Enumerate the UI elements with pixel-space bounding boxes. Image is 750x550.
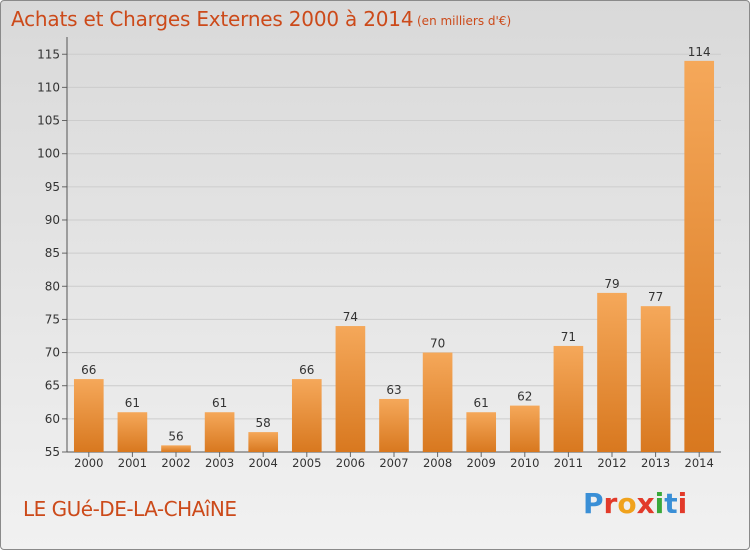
y-tick-label: 90	[45, 213, 60, 227]
proxiti-logo: Proxiti	[583, 487, 687, 520]
x-tick-label: 2004	[249, 456, 278, 470]
y-tick-label: 95	[45, 180, 60, 194]
x-tick-label: 2008	[423, 456, 452, 470]
data-label: 71	[561, 330, 576, 344]
x-tick-label: 2007	[379, 456, 408, 470]
y-tick-label: 80	[45, 279, 60, 293]
data-label: 74	[343, 310, 358, 324]
data-label: 61	[125, 396, 140, 410]
bar	[248, 432, 279, 452]
data-label: 70	[430, 337, 445, 351]
y-tick-label: 105	[37, 114, 60, 128]
y-tick-label: 60	[45, 412, 60, 426]
y-tick-label: 55	[45, 445, 60, 459]
bar	[73, 379, 104, 452]
x-tick-label: 2002	[161, 456, 190, 470]
x-tick-label: 2014	[685, 456, 714, 470]
data-label: 58	[256, 416, 271, 430]
logo-letter: i	[677, 487, 688, 520]
logo-letter: t	[664, 487, 678, 520]
y-tick-label: 75	[45, 312, 60, 326]
bar	[335, 326, 366, 452]
bar	[509, 405, 540, 452]
y-tick-label: 110	[37, 80, 60, 94]
x-tick-label: 2010	[510, 456, 539, 470]
chart-title: Achats et Charges Externes 2000 à 2014	[11, 7, 414, 31]
logo-letter: o	[617, 487, 637, 520]
x-tick-label: 2000	[74, 456, 103, 470]
x-tick-label: 2011	[554, 456, 583, 470]
bar	[553, 345, 584, 452]
data-label: 79	[604, 277, 619, 291]
logo-letter: x	[636, 487, 655, 520]
bar	[684, 60, 715, 453]
data-label: 62	[517, 390, 532, 404]
bar	[597, 292, 627, 452]
plot-area: 55 60 65 70 75 80 85 90 95 100 105 110 115 66 2000 61 20…	[37, 37, 721, 470]
x-tick-label: 2003	[205, 456, 234, 470]
data-label: 77	[648, 290, 663, 304]
bar	[161, 445, 191, 452]
bar	[466, 412, 497, 452]
y-tick-label: 100	[37, 147, 60, 161]
bar	[117, 412, 148, 452]
logo-letter: P	[583, 487, 604, 520]
bar	[204, 412, 235, 452]
bar	[291, 379, 322, 452]
data-label: 66	[81, 363, 96, 377]
y-tick-label: 85	[45, 246, 60, 260]
data-label: 61	[474, 396, 489, 410]
x-tick-label: 2005	[292, 456, 321, 470]
x-tick-label: 2006	[336, 456, 365, 470]
data-label: 66	[299, 363, 314, 377]
y-tick-label: 70	[45, 346, 60, 360]
logo-letter: r	[603, 487, 618, 520]
data-label: 61	[212, 396, 227, 410]
x-tick-label: 2001	[118, 456, 147, 470]
logo-letter: i	[654, 487, 665, 520]
commune-name: LE GUé-DE-LA-CHAîNE	[23, 497, 237, 521]
x-tick-label: 2009	[467, 456, 496, 470]
y-tick-label: 115	[37, 47, 60, 61]
data-label: 63	[386, 383, 401, 397]
bar	[422, 352, 453, 452]
data-label: 56	[168, 429, 183, 443]
chart-subtitle: (en milliers d'€)	[417, 14, 512, 28]
data-label: 114	[688, 45, 711, 59]
y-tick-label: 65	[45, 379, 60, 393]
bar	[640, 306, 671, 452]
x-tick-label: 2013	[641, 456, 670, 470]
x-tick-label: 2012	[597, 456, 626, 470]
bar	[379, 398, 409, 452]
